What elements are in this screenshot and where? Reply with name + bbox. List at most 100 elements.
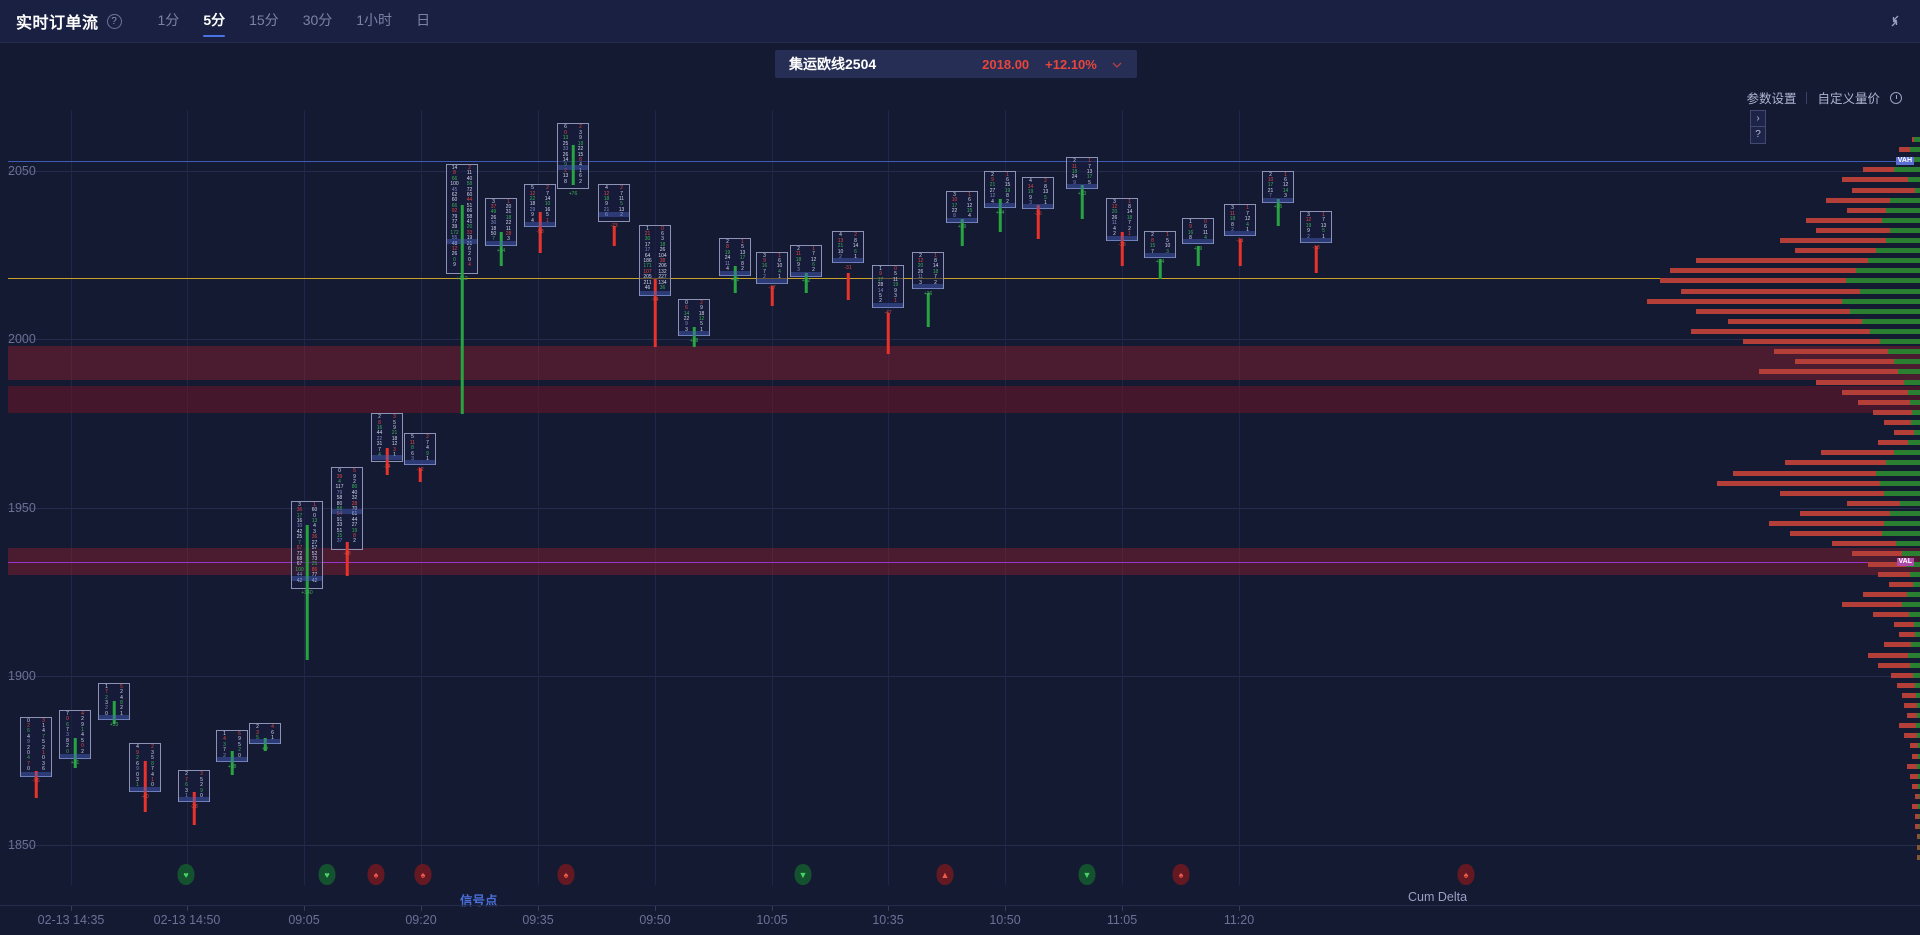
footprint-candle[interactable]: 14 8 66 100 45 62 60 66 92 79 77 39 172 55 48 12 26 0 9 2 11… (446, 163, 478, 415)
bid-volume-cell: 15 (1149, 243, 1156, 250)
footprint-candle[interactable]: 5 12 22 18 29 9 4 2 7 14 10 16 5 1 -58 (524, 184, 556, 253)
footprint-candle[interactable]: 3 36 17 16 10 42 25 7 67 72 68 67 100 44 42 1 60 0 13 4 3 36 2… (291, 500, 323, 661)
bid-volume-cell: 19 (1305, 222, 1312, 229)
footprint-candle[interactable]: 3 12 20 26 11 4 2 1 8 14 18 7 2 1 -38 (1106, 197, 1138, 266)
signal-series-label[interactable]: 信号点 (460, 894, 498, 908)
footprint-candle[interactable]: 3 12 19 9 2 1 7 13 5 1 -18 (1300, 211, 1332, 273)
ask-volume-cell: 5 (700, 321, 703, 328)
signal-marker-sell[interactable]: ▲ (936, 864, 954, 885)
signal-marker-sell[interactable]: ♠ (367, 864, 385, 885)
footprint-candle[interactable]: 0 39 4 117 79 58 80 88 54 91 33 51 15 37 5 9 2 80 40 32 28 70… (331, 467, 363, 576)
footprint-candle[interactable]: 1 7 2 3 2 0 5 2 4 8 2 1 +33 (98, 682, 130, 728)
volume-profile-row (1784, 460, 1920, 466)
chevron-down-icon[interactable] (1111, 58, 1123, 70)
footprint-candle[interactable]: 3 10 17 22 8 1 6 12 15 4 +29 (946, 190, 978, 246)
footprint-chart-plot[interactable]: 2050 2000 1950 1900 1850 0 2 6 4 9 2 0 4 7 0 3 1 4 7 5 2 1 0 3 6… (0, 110, 1920, 885)
footprint-candle[interactable]: 2 3 5 4 6 1 +9 (249, 723, 281, 752)
bid-volume-cell: 7 (105, 689, 108, 696)
footprint-candle[interactable]: 3 11 18 8 2 1 7 12 4 1 -21 (1224, 204, 1256, 266)
signal-marker-buy[interactable]: ▼ (794, 864, 812, 885)
volume-profile-row (1815, 187, 1920, 193)
candle-body-bar (385, 447, 389, 475)
cum-delta-label[interactable]: Cum Delta (1408, 890, 1468, 904)
timeframe-tab-2[interactable]: 15分 (249, 11, 279, 28)
footprint-candle[interactable]: 2 12 20 26 11 3 1 8 14 18 7 2 +36 (912, 251, 944, 327)
footprint-candle[interactable]: 0 6 14 22 9 3 2 9 18 12 5 1 +28 (678, 298, 710, 347)
clock-icon[interactable] (1890, 91, 1902, 104)
custom-volume-price-button[interactable]: 自定义量价 (1817, 92, 1880, 106)
footprint-candle[interactable]: 2 8 15 7 1 5 10 3 +14 (1144, 231, 1176, 280)
expand-panel-button[interactable]: › (1750, 110, 1766, 127)
footprint-candle[interactable]: 2 7 6 3 1 3 5 2 9 0 -28 (178, 770, 210, 826)
candle-delta-label: -40 (141, 793, 149, 800)
contract-quote-bar[interactable]: 集运欧线2504 2018.00 +12.10% (775, 50, 1137, 78)
ask-volume-column: 2 3 9 18 22 15 8 4 1 6 2 (573, 124, 588, 188)
buy-volume-bar (1913, 581, 1920, 587)
footprint-candle[interactable]: 6 0 13 25 33 26 14 9 2 13 8 2 3 9 18 22 15 8 4 1 6 2 +76 (557, 123, 589, 197)
footprint-candle[interactable]: 2 11 18 9 3 1 7 12 6 2 +22 (790, 244, 822, 293)
bid-volume-cell: 1 (1189, 218, 1192, 225)
footprint-candle[interactable]: 3 9 16 7 2 1 6 10 4 1 -17 (756, 251, 788, 307)
ask-volume-cell: 2 (468, 164, 471, 171)
ask-volume-cell: 15 (577, 151, 584, 158)
footprint-candle[interactable]: 1 9 16 8 0 6 11 4 +19 (1182, 217, 1214, 266)
footprint-candle[interactable]: 2 11 18 24 9 1 7 13 17 5 +33 (1066, 157, 1098, 219)
ask-volume-cell: 0 (200, 793, 203, 800)
candle-body-bar (1314, 245, 1318, 273)
timeframe-tab-0[interactable]: 1分 (157, 11, 180, 28)
sell-volume-bar (1680, 288, 1920, 294)
signal-marker-sell[interactable]: ♠ (414, 864, 432, 885)
bid-volume-cell: 11 (917, 274, 924, 281)
help-button[interactable]: ? (1750, 127, 1766, 144)
signal-marker-sell[interactable]: ♠ (1457, 864, 1475, 885)
footprint-candle[interactable]: 7 0 6 7 3 8 2 0 4 2 9 1 4 5 0 2 +21 (59, 709, 91, 769)
timeframe-tab-1[interactable]: 5分 (191, 6, 237, 37)
footprint-candle[interactable]: 1 4 3 7 2 6 9 5 2 0 +18 (216, 730, 248, 775)
footprint-candle[interactable]: 2 10 17 21 7 1 6 12 14 3 +25 (1262, 170, 1294, 226)
signal-marker-sell[interactable]: ♠ (557, 864, 575, 885)
timeframe-tab-5[interactable]: 日 (416, 11, 431, 28)
footprint-candle[interactable]: 2 9 21 27 12 4 1 6 15 19 8 2 +44 (984, 170, 1016, 233)
ask-volume-cell: 1 (1246, 226, 1249, 233)
candle-body-bar (998, 198, 1002, 233)
footprint-candle[interactable]: 0 2 6 4 9 2 0 4 7 0 3 1 4 7 5 2 1 0 3 6 -56 (20, 716, 52, 799)
footprint-candle[interactable]: 3 37 49 26 30 18 50 7 1 20 31 18 22 11 28 3 +34 (485, 197, 517, 266)
footprint-candle[interactable]: 4 13 21 10 2 2 8 14 6 1 -31 (832, 231, 864, 300)
bid-volume-cell: 3 (763, 252, 766, 259)
volume-profile-row (1815, 652, 1920, 658)
ask-volume-cell: 10 (776, 263, 783, 270)
footprint-candle[interactable]: 1 21 30 17 17 64 186 171 107 205 211 46 0 6 3 18 26 104 38… (639, 224, 671, 347)
ask-volume-cell: 14 (544, 195, 551, 202)
y-gridline (8, 170, 1920, 172)
collapse-arrows-icon[interactable] (1884, 10, 1906, 32)
bid-volume-cell: 4 (136, 744, 139, 751)
bid-volume-cell: 4 (27, 733, 30, 740)
volume-profile-row (1815, 409, 1920, 415)
signal-marker-buy[interactable]: ▼ (1078, 864, 1096, 885)
ask-volume-cell: 3 (313, 528, 316, 535)
parameter-settings-button[interactable]: 参数设置 (1746, 92, 1797, 106)
ask-volume-cell: 8 (120, 700, 123, 707)
help-circle-icon[interactable]: ? (106, 13, 122, 29)
candle-delta-label: -47 (884, 309, 892, 316)
footprint-candle[interactable]: 1 9 17 28 14 5 2 0 5 11 19 9 3 1 -47 (872, 265, 904, 354)
sell-volume-bar (1779, 238, 1920, 244)
ask-volume-cell: 44 (351, 516, 358, 523)
footprint-candle[interactable]: 4 14 19 9 3 2 8 13 5 1 -26 (1022, 177, 1054, 240)
footprint-candle[interactable]: 4 9 2 6 9 0 3 1 2 3 5 8 7 4 1 0 -40 (129, 743, 161, 812)
candle-delta-label: -17 (768, 285, 776, 292)
timeframe-tab-3[interactable]: 30分 (302, 11, 333, 28)
signal-marker-sell[interactable]: ♠ (1172, 864, 1190, 885)
timeframe-tab-4[interactable]: 1小时 (356, 11, 393, 28)
footprint-candle[interactable]: 2 8 19 24 11 4 1 5 13 17 8 2 +41 (719, 238, 751, 293)
candle-body-bar (34, 771, 38, 799)
ask-volume-cell: 14 (932, 263, 939, 270)
bid-volume-cell: 11 (1111, 220, 1118, 227)
signal-marker-buy[interactable]: ♥ (177, 864, 195, 885)
footprint-candle[interactable]: 4 12 18 9 21 6 2 7 11 5 13 2 -23 (598, 184, 630, 246)
ask-volume-cell: 7 (620, 190, 623, 197)
footprint-candle[interactable]: 5 11 8 6 3 2 7 4 9 1 -12 (404, 433, 436, 482)
signal-marker-buy[interactable]: ♥ (318, 864, 336, 885)
ask-volume-cell: 20 (505, 204, 512, 210)
footprint-candle[interactable]: 2 8 16 44 22 31 7 4 3 5 9 21 18 12 3 1 -34 (371, 413, 403, 475)
